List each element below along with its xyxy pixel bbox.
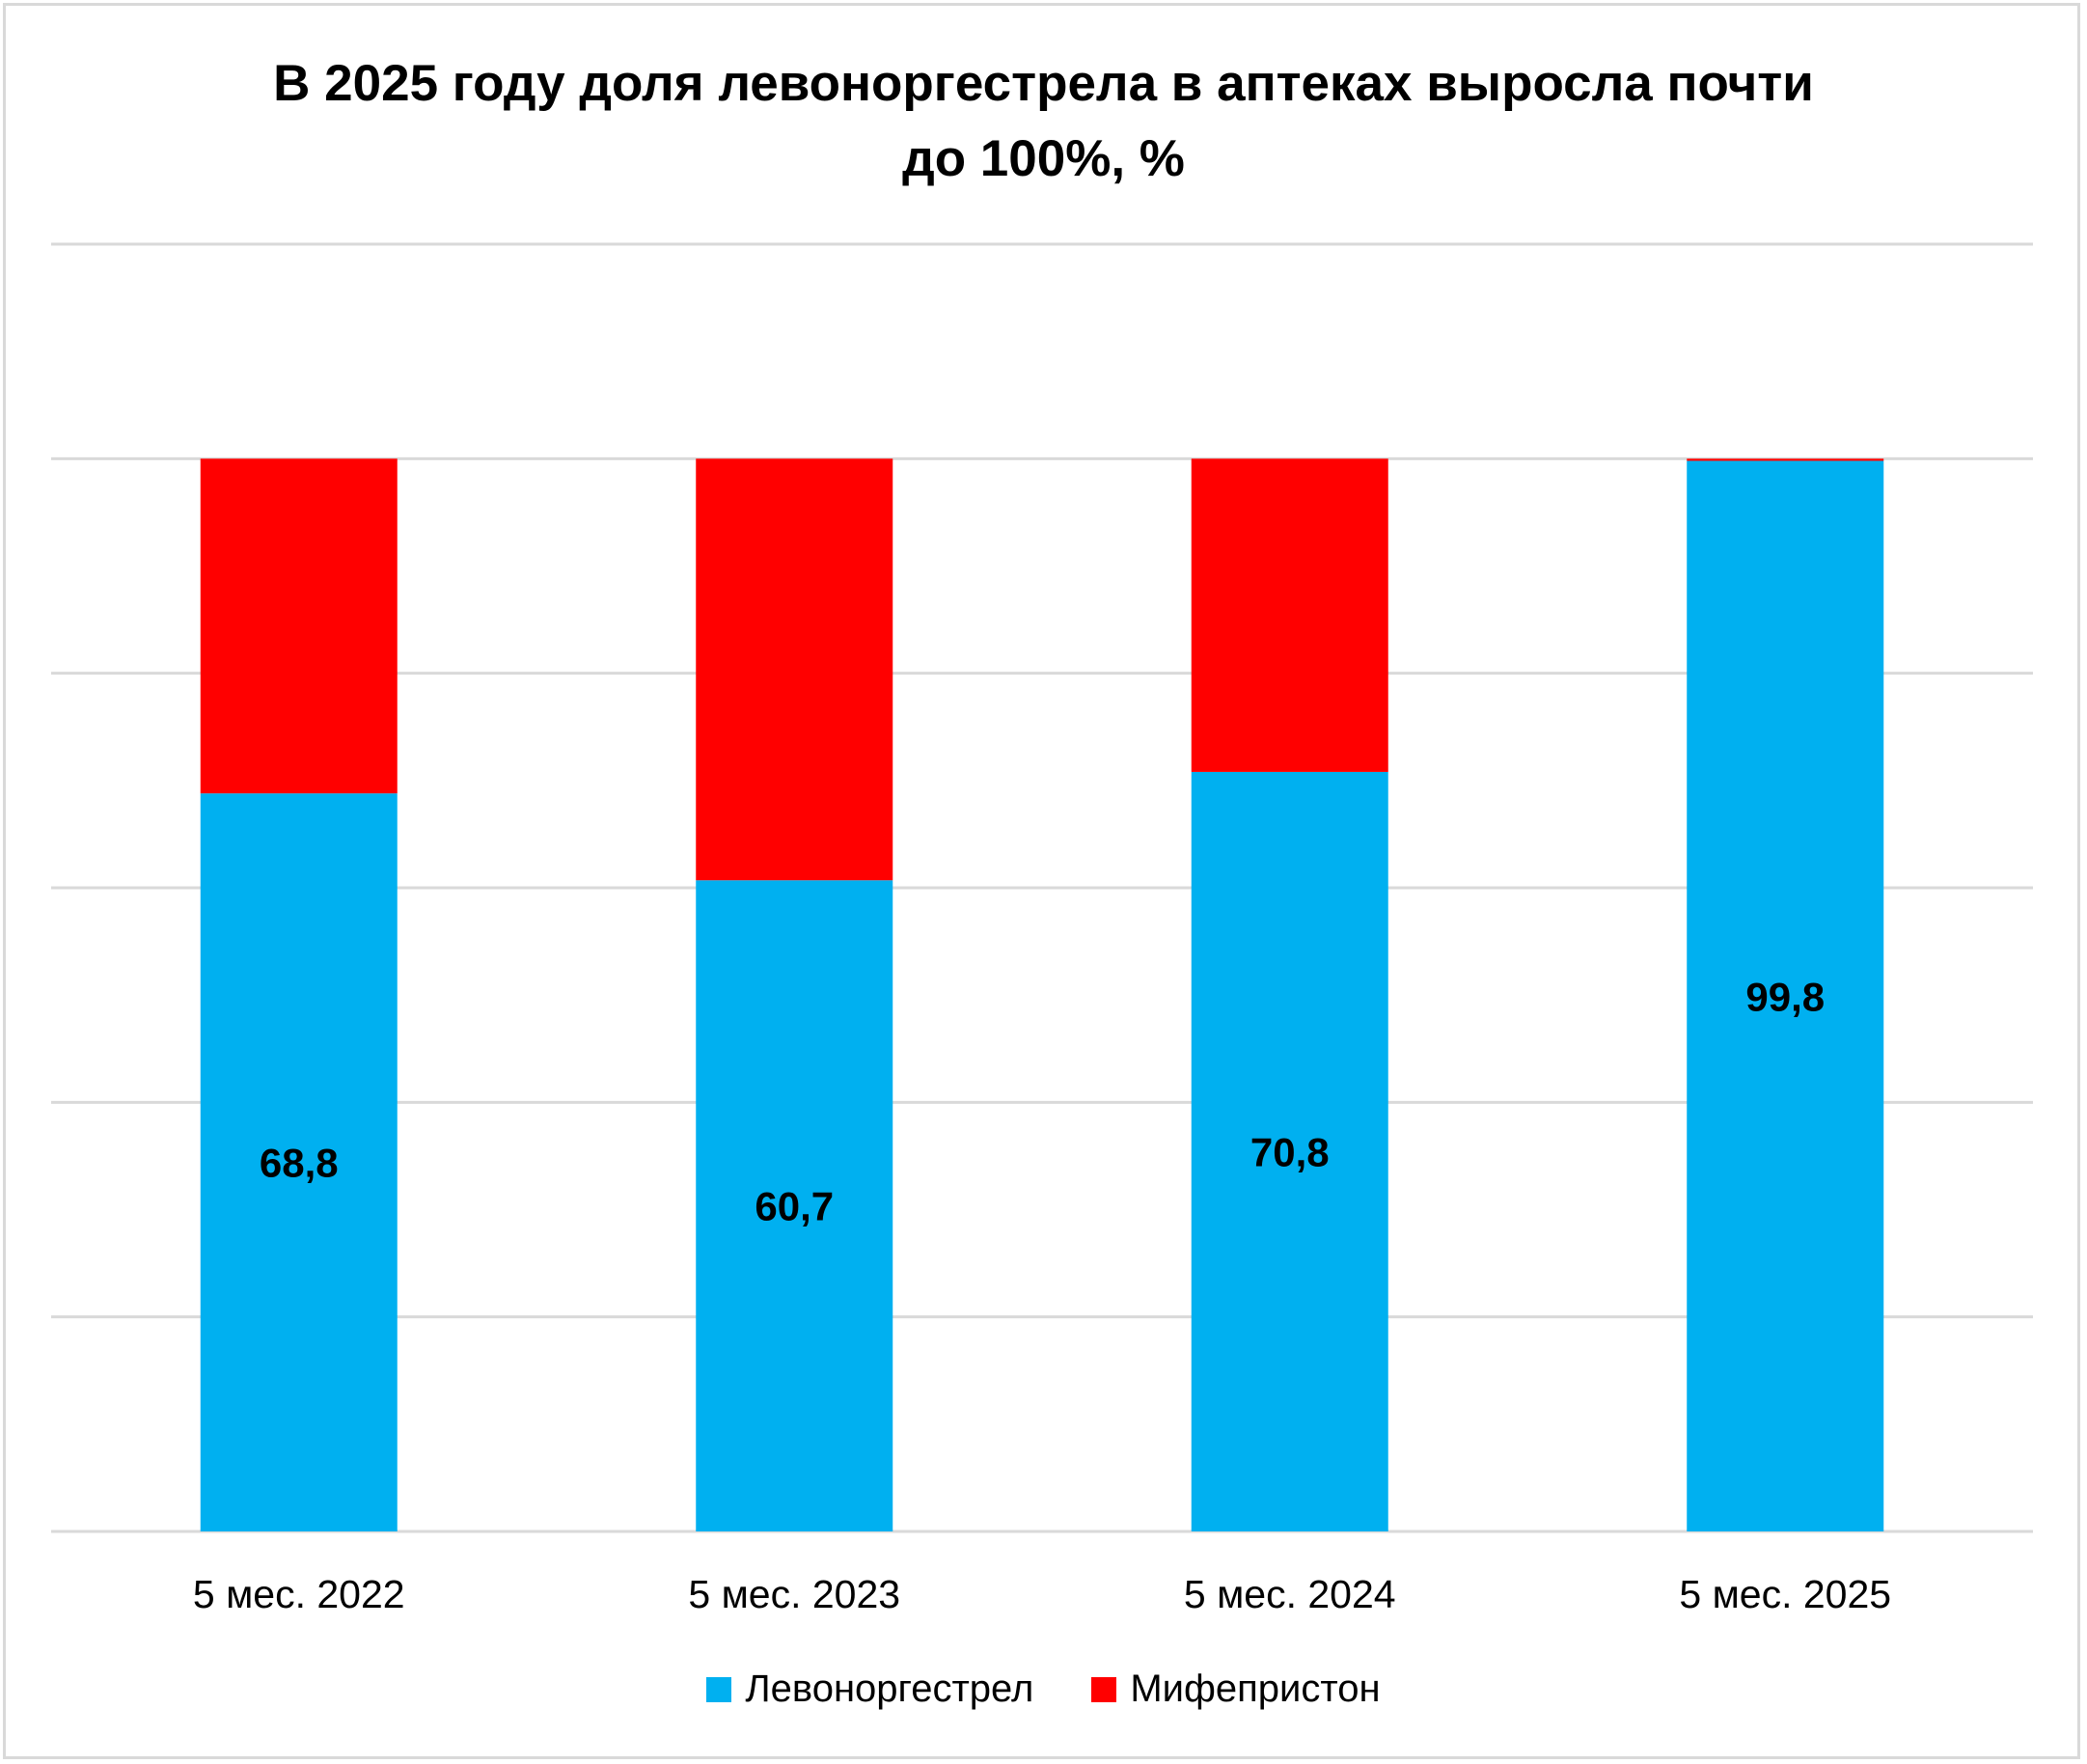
bar-levonorgestrel (200, 793, 398, 1531)
x-tick-label: 5 мес. 2025 (1679, 1572, 1891, 1616)
chart-title-line-2: до 100%, % (902, 130, 1185, 187)
legend-label: Левоноргестрел (745, 1668, 1034, 1710)
x-tick-label: 5 мес. 2022 (193, 1572, 405, 1616)
chart-title-line-1: В 2025 году доля левоноргестрела в аптек… (273, 55, 1814, 112)
legend-swatch-mifepristone (1091, 1676, 1117, 1702)
legend-swatch-levonorgestrel (706, 1676, 732, 1702)
x-tick-label: 5 мес. 2023 (688, 1572, 900, 1616)
legend: Левоноргестрел Мифепристон (0, 1668, 2087, 1711)
chart-title: В 2025 году доля левоноргестрела в аптек… (0, 46, 2087, 197)
x-tick-label: 5 мес. 2024 (1184, 1572, 1396, 1616)
bar-levonorgestrel (696, 880, 893, 1531)
bar-levonorgestrel (1687, 460, 1884, 1532)
data-label: 99,8 (1745, 974, 1825, 1019)
data-label: 60,7 (755, 1184, 834, 1229)
legend-item-levonorgestrel: Левоноргестрел (706, 1668, 1033, 1711)
chart-frame (3, 3, 2080, 1759)
bar-levonorgestrel (1191, 771, 1388, 1531)
data-label: 68,8 (260, 1141, 339, 1186)
bar-mifepristone (696, 458, 893, 881)
legend-label: Мифепристон (1130, 1668, 1381, 1710)
legend-item-mifepristone: Мифепристон (1091, 1668, 1381, 1711)
bar-mifepristone (1687, 458, 1884, 461)
data-label: 70,8 (1250, 1129, 1330, 1174)
bar-mifepristone (200, 458, 398, 794)
bar-mifepristone (1191, 458, 1388, 772)
